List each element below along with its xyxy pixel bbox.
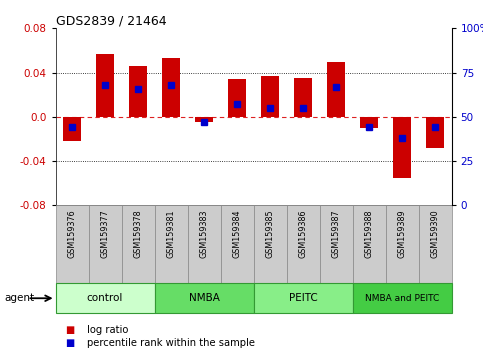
Bar (294, 78, 312, 117)
Text: GSM159387: GSM159387 (332, 209, 341, 258)
Bar (419, 205, 452, 283)
Bar (96, 54, 114, 117)
Bar (327, 62, 345, 117)
Bar (286, 205, 320, 283)
Bar (56, 283, 155, 313)
Bar (393, 117, 411, 178)
Text: agent: agent (5, 293, 35, 303)
Bar (254, 205, 286, 283)
Bar (385, 205, 419, 283)
Text: percentile rank within the sample: percentile rank within the sample (87, 338, 255, 348)
Text: GSM159381: GSM159381 (167, 209, 175, 258)
Text: GSM159377: GSM159377 (100, 209, 110, 258)
Bar (353, 283, 452, 313)
Text: GSM159378: GSM159378 (134, 209, 142, 258)
Bar (122, 205, 155, 283)
Bar (353, 205, 385, 283)
Text: GSM159385: GSM159385 (266, 209, 274, 258)
Text: log ratio: log ratio (87, 325, 128, 335)
Text: GSM159388: GSM159388 (365, 209, 373, 258)
Bar (155, 283, 254, 313)
Text: PEITC: PEITC (289, 293, 317, 303)
Text: NMBA and PEITC: NMBA and PEITC (365, 294, 439, 303)
Bar (162, 58, 180, 117)
Bar (195, 117, 213, 122)
Text: GDS2839 / 21464: GDS2839 / 21464 (56, 14, 166, 27)
Text: GSM159386: GSM159386 (298, 209, 308, 258)
Bar (426, 117, 444, 148)
Bar (187, 205, 221, 283)
Bar (228, 79, 246, 117)
Bar (261, 76, 279, 117)
Bar (221, 205, 254, 283)
Text: ■: ■ (65, 325, 74, 335)
Bar (320, 205, 353, 283)
Text: control: control (87, 293, 123, 303)
Bar (63, 117, 81, 141)
Bar (88, 205, 122, 283)
Bar (129, 66, 147, 117)
Bar (360, 117, 378, 128)
Text: GSM159383: GSM159383 (199, 209, 209, 258)
Text: ■: ■ (65, 338, 74, 348)
Text: GSM159384: GSM159384 (233, 209, 242, 258)
Text: GSM159389: GSM159389 (398, 209, 407, 258)
Bar (155, 205, 187, 283)
Text: GSM159376: GSM159376 (68, 209, 76, 258)
Bar (254, 283, 353, 313)
Text: NMBA: NMBA (189, 293, 219, 303)
Bar (56, 205, 88, 283)
Text: GSM159390: GSM159390 (431, 209, 440, 258)
